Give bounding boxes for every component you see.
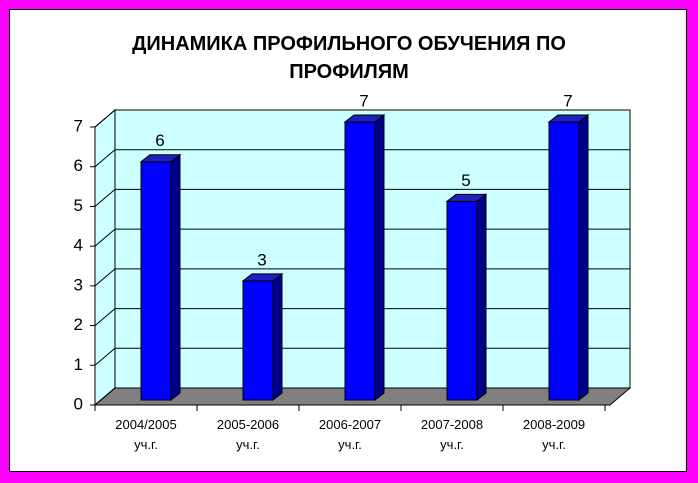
bar	[445, 193, 488, 402]
y-tick-label: 2	[74, 315, 83, 334]
bar-front	[140, 161, 172, 401]
value-label: 7	[359, 91, 368, 110]
value-label: 7	[563, 91, 572, 110]
value-label: 3	[257, 250, 266, 269]
bar-top	[139, 154, 182, 163]
bar	[343, 113, 386, 402]
y-tick-label: 3	[74, 275, 83, 294]
bar-front	[344, 121, 376, 401]
bar-side	[476, 193, 487, 402]
x-tick-label: 2008-2009 уч.г.	[522, 417, 586, 452]
bar	[241, 272, 284, 402]
x-tick-label: 2007-2008 уч.г.	[420, 417, 484, 452]
grid-line	[94, 149, 630, 168]
bar	[547, 113, 590, 402]
y-tick-label: 1	[74, 355, 83, 374]
x-tick-label: 2005-2006 уч.г.	[216, 417, 280, 452]
value-label: 6	[155, 131, 164, 150]
bar-side	[272, 272, 283, 402]
bar-front	[242, 280, 274, 401]
bar-top	[547, 114, 590, 123]
bar-front	[548, 121, 580, 401]
x-tick-label: 2004/2005 уч.г.	[115, 417, 177, 452]
bar-top	[445, 193, 488, 202]
side-wall	[94, 108, 116, 407]
y-tick-label: 6	[74, 156, 83, 175]
bar-side	[170, 153, 181, 402]
y-tick-label: 7	[74, 116, 83, 135]
y-tick-label: 4	[74, 236, 83, 255]
bar-top	[241, 273, 284, 282]
bar	[139, 153, 182, 402]
bar-side	[578, 113, 589, 402]
x-tick-label: 2006-2007 уч.г.	[318, 417, 382, 452]
bar-front	[446, 200, 478, 401]
grid-line	[94, 188, 630, 207]
y-tick-label: 0	[74, 394, 83, 413]
grid-line	[94, 109, 630, 128]
y-tick-label: 5	[74, 196, 83, 215]
bar-side	[374, 113, 385, 402]
value-label: 5	[461, 171, 470, 190]
chart-title: ДИНАМИКА ПРОФИЛЬНОГО ОБУЧЕНИЯ ПО ПРОФИЛЯ…	[132, 33, 566, 83]
bar-top	[343, 114, 386, 123]
